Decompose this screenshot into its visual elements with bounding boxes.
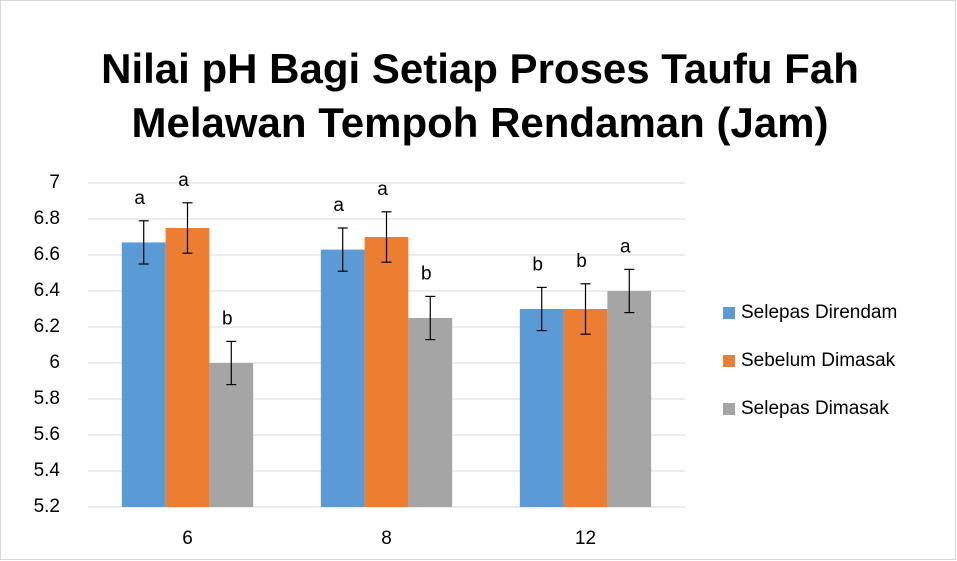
bar: [364, 237, 409, 507]
legend-swatch: [723, 355, 735, 367]
significance-letter: b: [222, 308, 233, 329]
legend-swatch: [723, 307, 735, 319]
bar: [165, 228, 210, 507]
x-tick-label: 8: [381, 528, 392, 549]
bar: [607, 291, 652, 507]
y-tick-label: 5.4: [34, 460, 61, 481]
legend-label: Selepas Dimasak: [741, 398, 889, 419]
bar: [563, 309, 608, 507]
bar: [408, 318, 453, 507]
bar: [209, 363, 254, 507]
significance-letter: b: [421, 263, 432, 284]
y-tick-label: 5.6: [34, 424, 60, 445]
significance-letter: a: [333, 195, 344, 216]
x-tick-label: 12: [575, 528, 596, 549]
x-tick-label: 6: [182, 528, 193, 549]
y-tick-label: 6.8: [34, 208, 60, 229]
bar: [320, 249, 365, 507]
y-tick-label: 6.2: [34, 316, 60, 337]
chart-title: Nilai pH Bagi Setiap Proses Taufu Fah Me…: [101, 45, 859, 146]
significance-letter: a: [134, 188, 145, 209]
y-tick-label: 7: [49, 172, 60, 193]
y-tick-label: 6.6: [34, 244, 60, 265]
legend-label: Selepas Direndam: [741, 302, 897, 323]
y-tick-label: 6: [49, 352, 60, 373]
significance-letter: a: [620, 236, 631, 257]
significance-letter: b: [576, 251, 587, 272]
y-tick-label: 6.4: [34, 280, 61, 301]
significance-letter: b: [532, 254, 543, 275]
bar: [519, 309, 564, 507]
significance-letter: a: [377, 179, 388, 200]
significance-letter: a: [178, 170, 189, 191]
legend-swatch: [723, 403, 735, 415]
bar: [121, 242, 166, 507]
y-tick-label: 5.8: [34, 388, 60, 409]
legend-label: Sebelum Dimasak: [741, 350, 896, 371]
y-tick-label: 5.2: [34, 496, 60, 517]
